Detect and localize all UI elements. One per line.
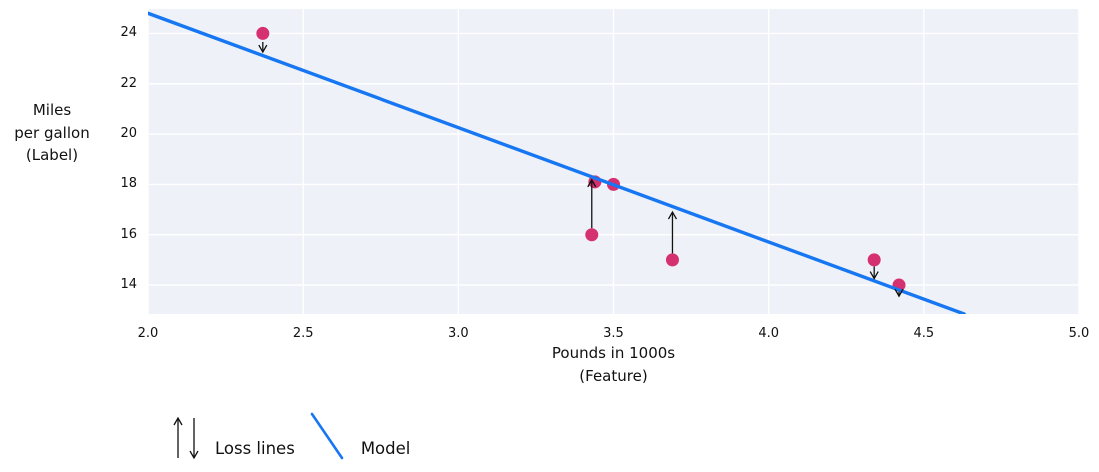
loss-arrow [869, 266, 879, 280]
x-tick-label: 4.0 [758, 326, 779, 341]
loss-arrow-head [587, 178, 597, 188]
x-tick-label: 2.5 [292, 326, 314, 341]
loss-arrow-head [869, 271, 879, 280]
x-tick-label: 3.5 [603, 326, 624, 341]
y-tick-label: 22 [120, 75, 137, 91]
y-axis-label: Miles per gallon (Label) [0, 99, 104, 167]
loss-arrow [894, 288, 904, 298]
data-point[interactable] [256, 26, 270, 40]
loss-arrow-head [894, 288, 904, 298]
y-axis-label-line: Miles [32, 101, 72, 119]
gridlines [148, 9, 1079, 314]
model-line[interactable] [148, 11, 966, 314]
loss-arrow-head [189, 450, 199, 460]
data-point[interactable] [867, 253, 881, 267]
scatter-plot-canvas [148, 9, 1079, 314]
loss-arrow [587, 178, 597, 229]
y-tick-label: 18 [120, 176, 137, 192]
loss-arrow [667, 210, 678, 254]
loss-arrow [189, 418, 199, 460]
y-tick-label: 14 [120, 277, 137, 293]
loss-arrow [173, 416, 183, 458]
data-point[interactable] [665, 253, 679, 267]
x-axis-label-line: (Feature) [579, 367, 648, 385]
x-axis-label-line: Pounds in 1000s [551, 344, 676, 362]
model-legend-icon [310, 412, 344, 460]
x-tick-label: 5.0 [1068, 326, 1090, 341]
x-axis-label: Pounds in 1000s (Feature) [148, 342, 1079, 388]
model-legend-line [310, 412, 344, 460]
y-tick-label: 16 [120, 226, 137, 242]
loss-arrow [258, 41, 268, 54]
loss-arrows [258, 41, 904, 298]
x-tick-label: 3.0 [447, 326, 469, 341]
chart-legend: Loss lines Model [165, 404, 410, 462]
legend-label-model: Model [360, 439, 411, 458]
loss-lines-legend-icon [173, 416, 199, 460]
y-axis-label-line: (Label) [25, 146, 79, 164]
y-axis-label-line: per gallon [14, 123, 90, 142]
data-point[interactable] [585, 228, 599, 242]
data-points [256, 26, 906, 292]
loss-arrow-head [173, 416, 183, 426]
y-tick-label: 20 [120, 126, 137, 142]
y-tick-label: 24 [120, 25, 137, 41]
loss-arrow-head [667, 210, 678, 220]
loss-arrow-head [258, 44, 268, 54]
x-tick-label: 4.5 [913, 326, 935, 341]
legend-label-loss-lines: Loss lines [215, 439, 295, 458]
plot-area [148, 9, 1079, 314]
x-tick-label: 2.0 [137, 326, 159, 341]
